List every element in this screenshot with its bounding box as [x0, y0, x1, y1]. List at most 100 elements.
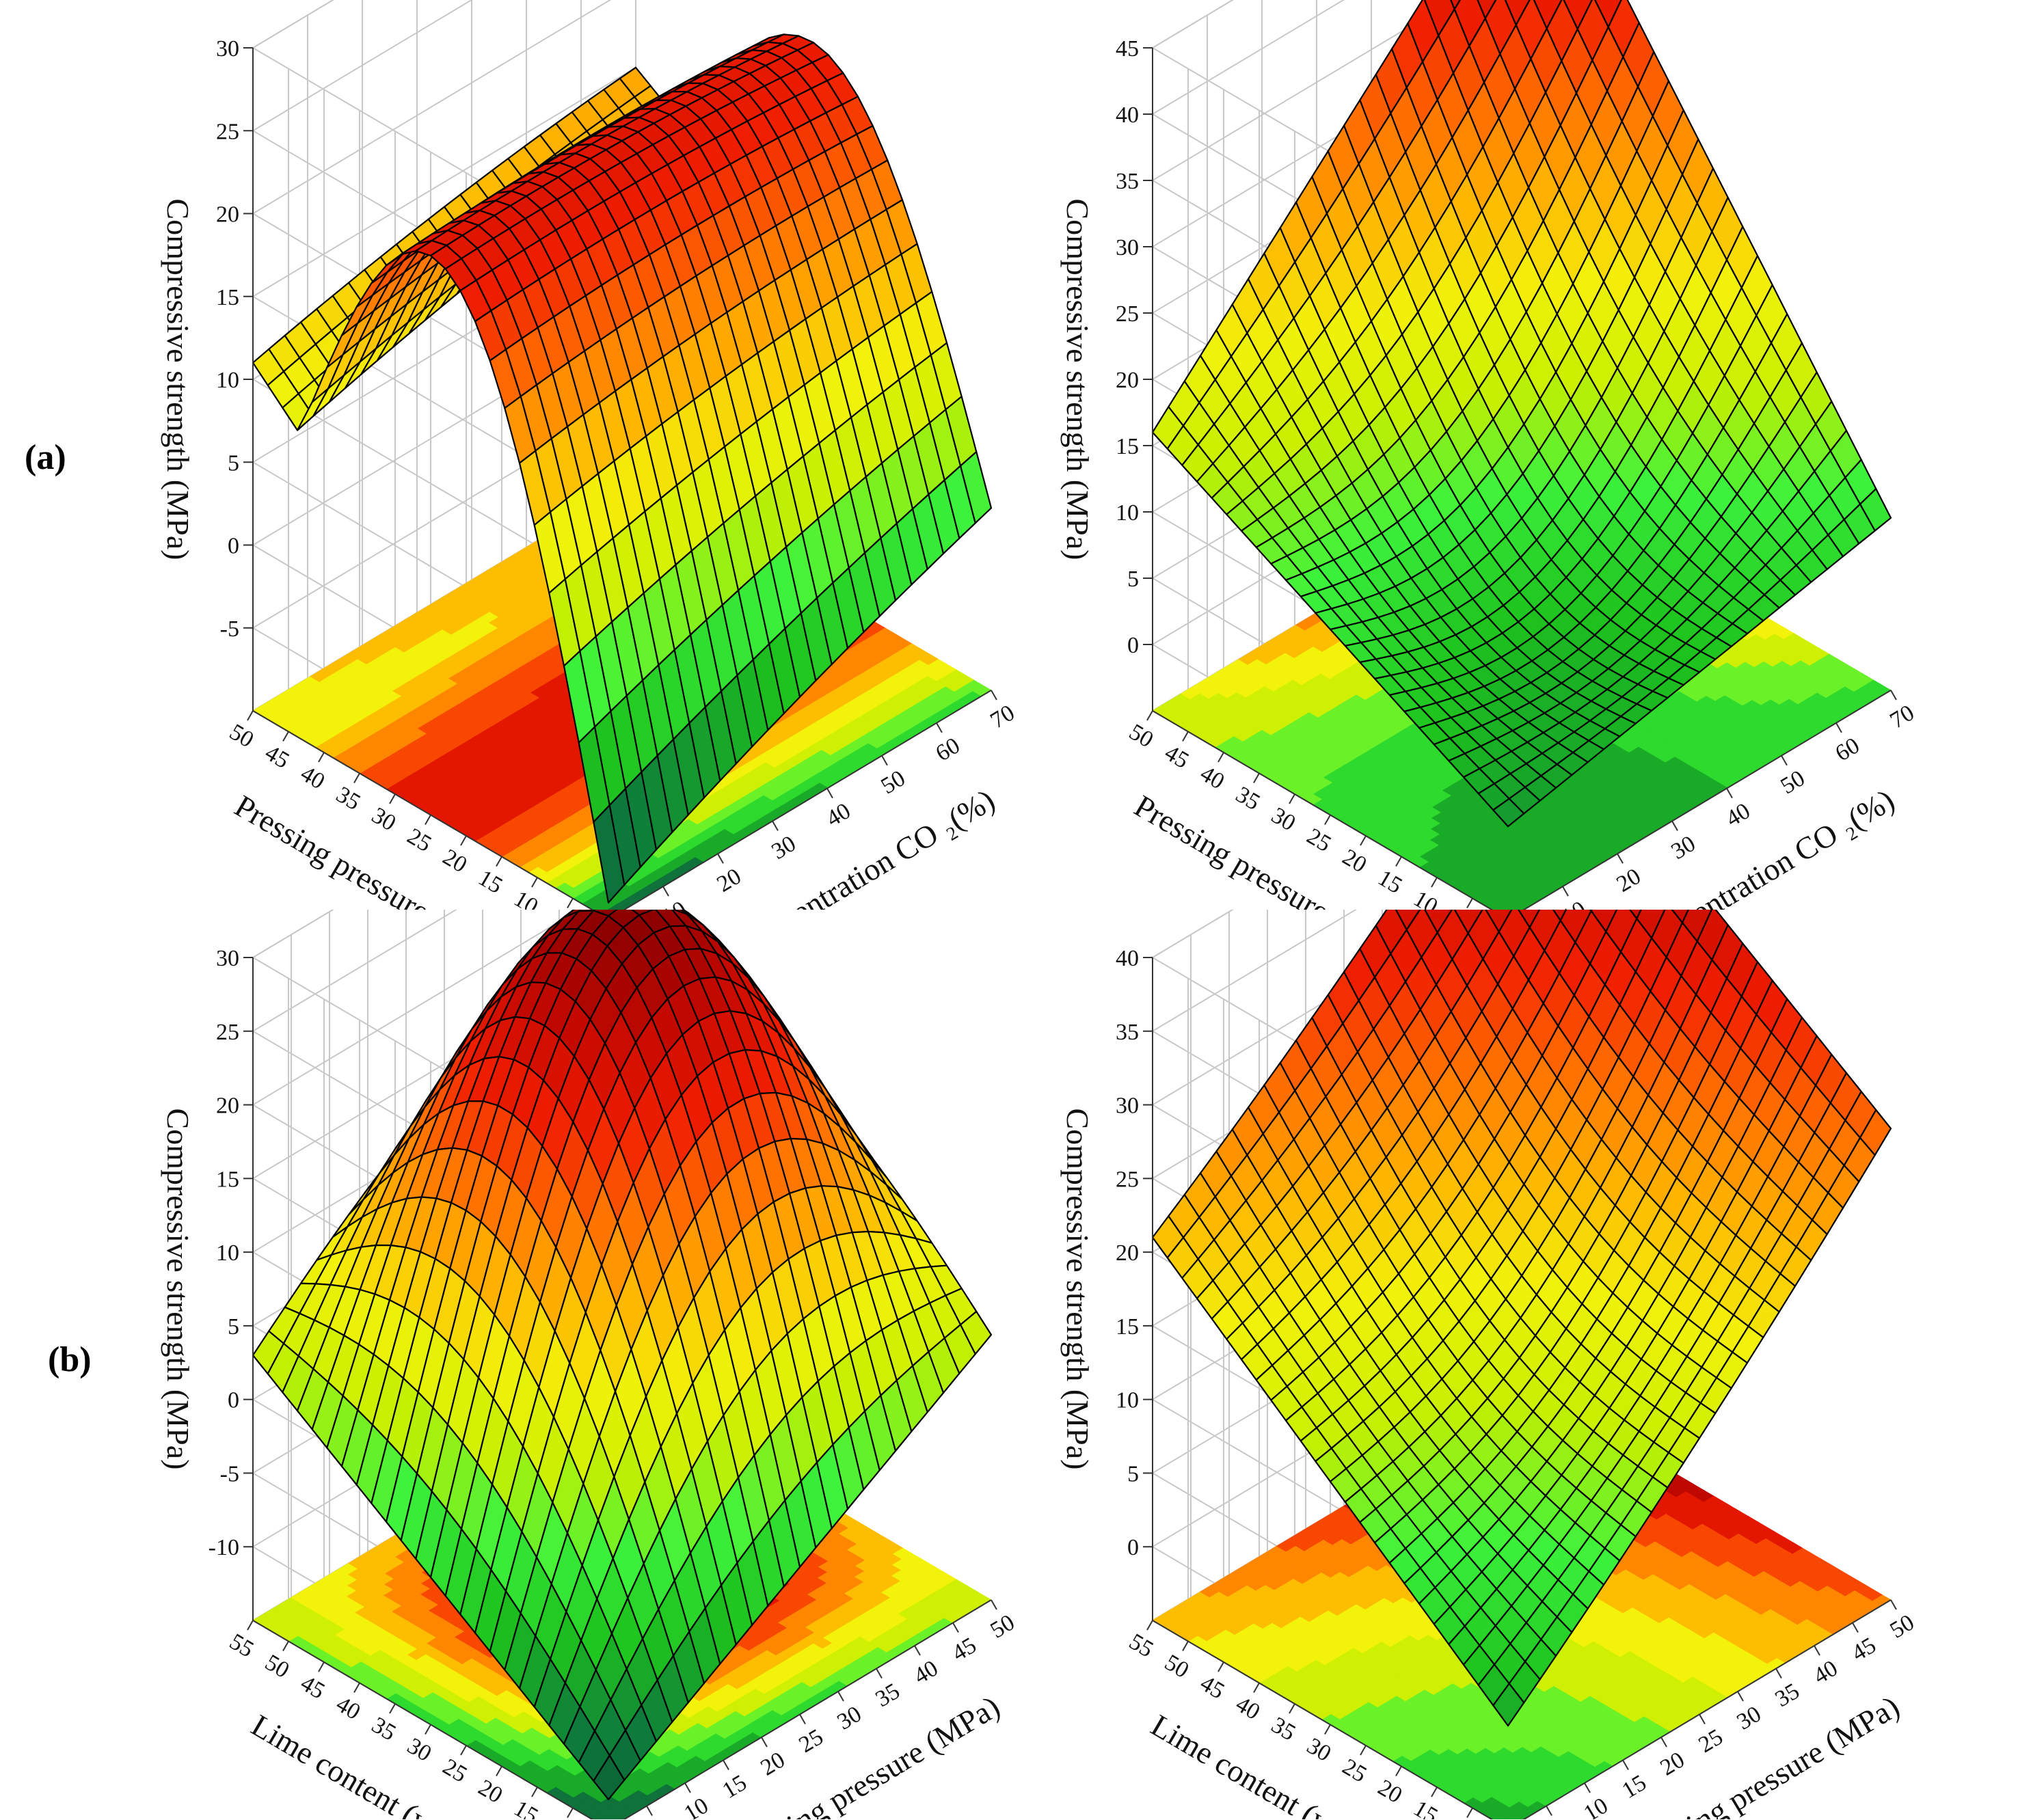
y-tick-label: 40: [296, 761, 329, 794]
x-tick-label: 50: [877, 765, 910, 799]
y-tick-label: 30: [367, 802, 400, 836]
z-tick-label: 30: [1116, 235, 1139, 260]
y-tick-label: 35: [332, 782, 364, 815]
z-axis-label: Compressive strength (MPa): [1060, 199, 1095, 560]
z-tick-label: 30: [216, 36, 239, 62]
z-tick-label: 20: [1116, 368, 1139, 393]
z-tick-label: 10: [1116, 500, 1139, 526]
surface-cell: [1477, 0, 1497, 20]
z-tick-label: 35: [1116, 169, 1139, 194]
y-tick: [1146, 710, 1153, 721]
x-tick: [826, 788, 833, 799]
x-tick: [991, 690, 997, 701]
x-tick: [1617, 853, 1624, 864]
y-tick-label: 20: [1338, 844, 1371, 878]
row-label-a: (a): [25, 438, 66, 477]
x-tick: [1890, 690, 1897, 701]
z-tick-label: 5: [228, 450, 239, 476]
y-tick: [389, 793, 396, 804]
y-tick: [1395, 856, 1402, 867]
z-tick-label: 0: [228, 534, 239, 559]
x-tick-label: 20: [713, 864, 746, 897]
y-tick: [567, 898, 574, 908]
x-tick: [1726, 788, 1733, 799]
chart-panel-b-left: -10 -5 0 5 10 15 20 25 30 Compressive strength (M…: [109, 910, 1118, 1819]
y-tick: [1431, 877, 1438, 888]
x-tick-label: 40: [822, 798, 855, 832]
x-tick: [1835, 722, 1842, 733]
y-tick-label: 10: [1409, 886, 1442, 910]
y-tick: [318, 752, 325, 763]
x-tick: [717, 853, 724, 864]
z-axis-label: Compressive strength (MPa): [161, 199, 196, 560]
y-tick-label: 40: [1196, 761, 1228, 794]
y-tick-label: 25: [403, 824, 435, 857]
x-axis-line: [623, 690, 992, 910]
y-tick: [425, 815, 431, 825]
y-tick: [496, 856, 502, 867]
x-axis-line: [1522, 690, 1892, 910]
x-tick-label: 10: [658, 897, 691, 910]
y-tick: [247, 710, 254, 721]
y-tick: [460, 835, 467, 846]
x-tick-label: 40: [1722, 798, 1755, 832]
surface-cell: [1450, 0, 1462, 10]
y-tick-label: 45: [1160, 740, 1193, 774]
y-tick-label: 45: [260, 740, 293, 774]
x-tick-label: 60: [1831, 733, 1864, 766]
y-tick: [1324, 815, 1331, 825]
x-tick-label: 50: [1777, 765, 1810, 799]
x-tick: [662, 886, 669, 897]
x-tick-label: 30: [1667, 831, 1700, 865]
surface-mesh: [252, 33, 993, 904]
surface-mesh: [1151, 0, 1892, 828]
x-tick-label: 10: [1558, 897, 1591, 910]
y-tick: [1253, 773, 1260, 783]
y-tick: [1182, 731, 1189, 742]
x-tick-label: 30: [768, 831, 801, 865]
y-tick-label: 10: [509, 886, 542, 910]
z-tick-label: 45: [1116, 36, 1139, 62]
x-tick-label: 20: [1613, 864, 1645, 897]
y-tick-label: 50: [225, 719, 258, 752]
x-tick: [1671, 820, 1678, 831]
surface-cell: [593, 804, 625, 904]
z-tick-label: 25: [216, 119, 239, 144]
y-tick: [1360, 835, 1367, 846]
z-tick-label: 10: [216, 368, 239, 393]
y-tick: [282, 731, 289, 742]
chart-panel-a-left: -5 0 5 10 15 20 25 30 Compressive strength (MPa)…: [109, 0, 1118, 910]
y-tick-label: 50: [1125, 719, 1157, 752]
y-tick-label: 15: [474, 865, 507, 899]
z-tick-label: 5: [1127, 567, 1139, 592]
y-tick-label: 35: [1231, 782, 1264, 815]
x-tick: [881, 755, 888, 766]
y-tick-label: 20: [438, 844, 471, 878]
z-tick-label: 20: [216, 202, 239, 228]
x-tick-label: 70: [1886, 700, 1919, 733]
y-tick: [1466, 898, 1473, 908]
y-tick: [1289, 793, 1295, 804]
z-tick-label: 40: [1116, 103, 1139, 128]
y-tick: [531, 877, 538, 888]
z-tick-label: 25: [1116, 301, 1139, 327]
y-tick-label: 25: [1302, 824, 1335, 857]
x-tick-label: 60: [932, 733, 965, 766]
chart-panel-a-right: 0 5 10 15 20 25 30 35 40 45 Compressive strength (…: [1009, 0, 2018, 910]
z-tick-label: 15: [1116, 434, 1139, 459]
y-tick: [1217, 752, 1224, 763]
row-label-b: (b): [48, 1340, 92, 1379]
x-tick: [1781, 755, 1788, 766]
x-tick: [936, 722, 943, 733]
x-tick: [1562, 886, 1569, 897]
surface-cell: [1492, 798, 1525, 828]
z-tick-label: 0: [1127, 633, 1139, 658]
z-tick-label: -5: [220, 616, 239, 642]
z-tick-label: 15: [216, 285, 239, 310]
y-tick: [353, 773, 360, 783]
x-tick: [772, 820, 779, 831]
y-tick-label: 15: [1373, 865, 1406, 899]
